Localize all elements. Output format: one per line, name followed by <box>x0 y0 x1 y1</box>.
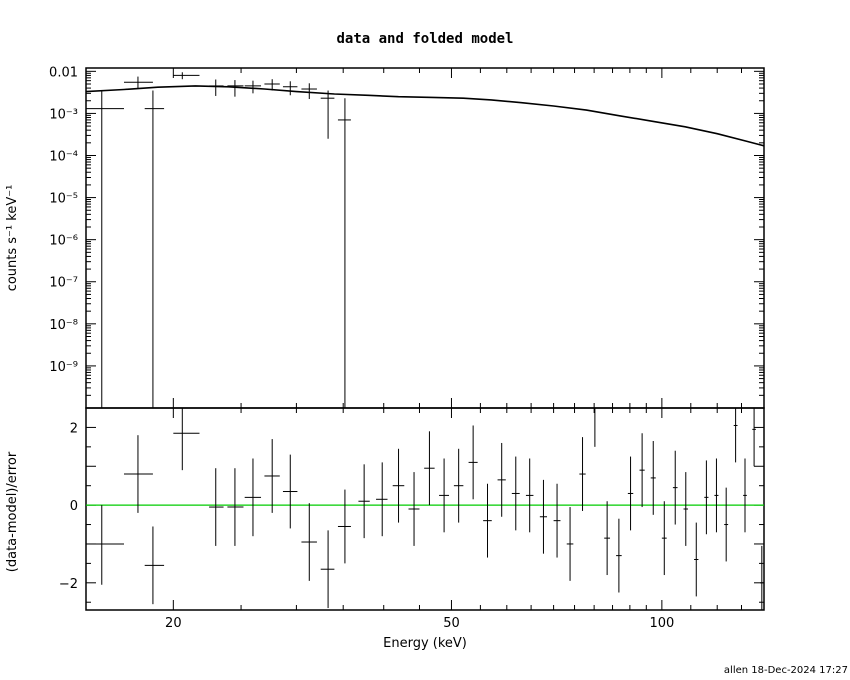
residual-point <box>227 468 244 546</box>
timestamp-stamp: allen 18-Dec-2024 17:27 <box>724 665 848 676</box>
spectrum-point <box>144 90 165 408</box>
y-tick-label-top: 10⁻⁴ <box>49 149 78 164</box>
y-tick-label-top: 0.01 <box>49 65 78 80</box>
spectrum-data-points <box>86 72 351 408</box>
residual-point <box>86 505 124 585</box>
spectrum-point <box>86 90 124 408</box>
x-axis-label: Energy (keV) <box>383 636 467 651</box>
residual-point <box>337 489 351 564</box>
residual-point <box>650 441 656 515</box>
residual-point <box>358 464 370 539</box>
spectrum-point <box>337 98 351 408</box>
bottom-y-axis-label: (data-model)/error <box>5 451 20 572</box>
y-tick-label-bottom: 0 <box>70 499 78 514</box>
residual-point <box>627 456 634 531</box>
residual-point <box>604 501 611 576</box>
residual-point <box>591 407 598 447</box>
folded-model-curve <box>85 85 765 147</box>
residual-point <box>392 448 405 523</box>
residual-point <box>424 431 435 506</box>
y-tick-label-top: 10⁻⁸ <box>49 318 78 333</box>
y-tick-label-top: 10⁻⁶ <box>49 234 78 249</box>
residual-point <box>453 448 464 523</box>
residual-point <box>408 472 420 546</box>
residual-point <box>553 483 561 558</box>
residual-point <box>320 530 335 609</box>
y-tick-label-bottom: 2 <box>70 421 78 436</box>
spectrum-point <box>123 76 153 89</box>
spectrum-point <box>173 72 200 80</box>
residual-point <box>525 458 534 533</box>
top-panel-frame <box>85 67 765 409</box>
residual-point <box>123 435 153 513</box>
spectrum-point <box>264 79 280 91</box>
residual-point <box>173 408 200 471</box>
y-tick-label-top: 10⁻³ <box>49 107 78 122</box>
residual-point <box>282 454 298 529</box>
residual-point <box>672 450 678 525</box>
residual-point <box>468 425 478 500</box>
spectrum-point <box>320 90 335 139</box>
spectrum-point <box>209 79 224 96</box>
residual-point <box>704 460 709 535</box>
chart-title: data and folded model <box>336 31 513 47</box>
x-tick-label: 100 <box>649 616 674 631</box>
residual-point <box>694 522 699 597</box>
top-y-axis-label: counts s⁻¹ keV⁻¹ <box>5 185 20 292</box>
residual-point <box>760 545 764 610</box>
residual-point <box>714 458 719 533</box>
y-tick-label-top: 10⁻⁵ <box>49 192 78 207</box>
residual-point <box>724 487 729 562</box>
residual-point <box>616 518 622 593</box>
residual-point <box>683 472 689 546</box>
residual-point <box>661 501 667 576</box>
spectrum-point <box>244 80 262 94</box>
spectrum-point <box>227 80 244 97</box>
spectrum-point <box>282 81 298 96</box>
residual-point <box>209 468 224 546</box>
residual-point <box>497 442 506 517</box>
residual-point <box>144 526 165 605</box>
residual-point <box>743 458 747 533</box>
y-tick-label-top: 10⁻⁹ <box>49 360 78 375</box>
top-panel-ticks: 0.01 10⁻³ 10⁻⁴ 10⁻⁵ 10⁻⁶ 10⁻⁷ 10⁻⁸ 10⁻⁹ <box>49 65 765 409</box>
residual-point <box>752 408 756 467</box>
bottom-panel-frame <box>85 407 765 611</box>
residual-point <box>639 433 645 508</box>
residual-point <box>511 456 520 531</box>
x-tick-label: 50 <box>443 616 460 631</box>
residual-point <box>733 408 738 463</box>
y-tick-label-top: 10⁻⁷ <box>49 276 78 291</box>
residual-point <box>539 479 548 554</box>
residual-point <box>264 439 280 513</box>
residual-point <box>439 458 450 533</box>
x-tick-label: 20 <box>165 616 182 631</box>
spectrum-point <box>301 83 317 100</box>
residual-point <box>579 437 586 511</box>
residual-point <box>244 458 262 537</box>
model-line <box>85 85 765 147</box>
residual-data-points <box>86 407 764 610</box>
residual-point <box>566 507 574 581</box>
residual-point <box>301 503 317 581</box>
residual-point <box>483 483 492 558</box>
residual-point <box>376 462 388 537</box>
y-tick-label-bottom: −2 <box>59 577 78 592</box>
